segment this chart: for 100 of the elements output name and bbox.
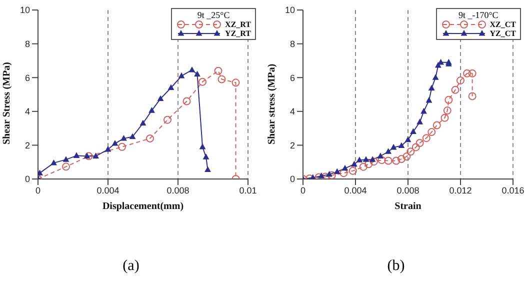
y-tick-label: 6 bbox=[24, 72, 30, 83]
point bbox=[326, 170, 332, 177]
point bbox=[359, 162, 368, 171]
x-tick-label: 0.008 bbox=[166, 185, 190, 196]
point bbox=[397, 155, 406, 164]
point bbox=[384, 156, 392, 165]
x-tick-label: 0.01 bbox=[239, 185, 257, 196]
point bbox=[428, 84, 435, 91]
x-axis-title: Displacement(mm) bbox=[102, 201, 184, 212]
point bbox=[232, 78, 240, 87]
point bbox=[443, 106, 452, 115]
point bbox=[146, 134, 154, 142]
point bbox=[120, 134, 127, 141]
point bbox=[199, 143, 206, 150]
point bbox=[410, 128, 416, 134]
point bbox=[369, 156, 376, 162]
point bbox=[328, 171, 336, 179]
legend-title: 9t _25°C bbox=[196, 10, 231, 20]
x-tick-label: 0.004 bbox=[344, 185, 367, 196]
y-tick-label: 0 bbox=[24, 174, 30, 184]
point bbox=[356, 156, 363, 162]
point bbox=[318, 172, 325, 178]
point bbox=[364, 160, 373, 168]
y-tick-label: 10 bbox=[20, 5, 30, 16]
point bbox=[112, 140, 118, 146]
point bbox=[73, 152, 80, 158]
point bbox=[426, 96, 432, 103]
point bbox=[440, 114, 449, 122]
point bbox=[392, 156, 400, 165]
point bbox=[416, 139, 424, 148]
y-tick-label: 4 bbox=[290, 106, 295, 117]
x-tick-label: 0.016 bbox=[502, 185, 524, 196]
point bbox=[468, 69, 476, 78]
x-axis-title: Strain bbox=[394, 201, 422, 212]
point bbox=[140, 120, 146, 126]
y-tick-label: 6 bbox=[290, 72, 295, 83]
point bbox=[157, 95, 164, 102]
y-tick-label: 0 bbox=[290, 174, 295, 184]
y-tick-label: 4 bbox=[24, 106, 30, 117]
point bbox=[370, 158, 378, 166]
point bbox=[451, 86, 460, 94]
point bbox=[62, 162, 70, 171]
point bbox=[62, 156, 70, 162]
point bbox=[104, 146, 112, 152]
text: (b) bbox=[386, 258, 406, 275]
point bbox=[129, 133, 136, 140]
y-tick-label: 2 bbox=[290, 140, 295, 150]
point bbox=[50, 159, 57, 166]
point bbox=[168, 84, 174, 90]
point bbox=[214, 66, 222, 75]
point bbox=[432, 121, 441, 130]
point bbox=[334, 168, 340, 174]
point bbox=[92, 152, 99, 158]
point bbox=[412, 143, 420, 152]
point bbox=[202, 154, 210, 160]
point bbox=[377, 152, 384, 158]
point bbox=[422, 134, 430, 142]
y-tick-label: 10 bbox=[284, 5, 295, 16]
point bbox=[194, 70, 200, 77]
point bbox=[398, 142, 405, 148]
point bbox=[178, 72, 185, 78]
point bbox=[198, 78, 206, 86]
legend-label: XZ_CT bbox=[490, 20, 516, 29]
x-tick-label: 0.008 bbox=[396, 185, 420, 196]
y-tick-label: 2 bbox=[24, 140, 30, 150]
point bbox=[385, 148, 392, 154]
y-tick-label: 8 bbox=[24, 38, 30, 49]
point bbox=[182, 97, 191, 106]
point bbox=[204, 166, 211, 172]
point bbox=[378, 156, 386, 164]
point bbox=[84, 152, 93, 160]
point bbox=[432, 74, 439, 80]
legend-label: YZ_RT bbox=[225, 29, 251, 38]
point bbox=[350, 160, 358, 167]
point bbox=[340, 169, 348, 178]
point bbox=[444, 96, 453, 104]
x-tick-label: 0 bbox=[35, 185, 41, 196]
point bbox=[218, 75, 226, 84]
point bbox=[404, 136, 412, 142]
point bbox=[84, 152, 90, 158]
point bbox=[416, 118, 424, 124]
point bbox=[164, 116, 172, 124]
x-tick-label: 0.004 bbox=[96, 185, 120, 196]
y-axis-title: Shear stress (MPa) bbox=[266, 64, 278, 144]
point bbox=[188, 66, 196, 72]
point bbox=[390, 144, 397, 150]
point bbox=[420, 108, 427, 114]
legend-label: YZ_CT bbox=[490, 29, 516, 38]
point bbox=[402, 152, 411, 161]
y-tick-label: 8 bbox=[290, 38, 295, 49]
point bbox=[342, 164, 348, 171]
point bbox=[406, 148, 415, 156]
point bbox=[438, 58, 444, 65]
x-tick-label: 0 bbox=[300, 185, 306, 196]
point bbox=[348, 166, 357, 175]
point bbox=[456, 76, 464, 84]
point bbox=[314, 173, 323, 179]
legend-title: 9t _-170°C bbox=[457, 10, 500, 20]
text: (a) bbox=[122, 258, 140, 275]
point bbox=[362, 156, 370, 162]
